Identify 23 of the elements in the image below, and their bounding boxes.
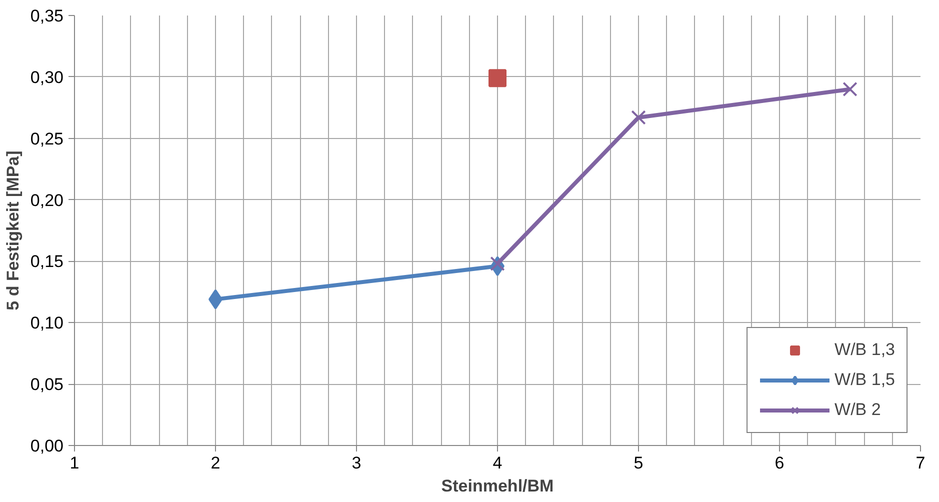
legend-label: W/B 2 xyxy=(834,400,881,420)
y-tick-label: 0,25 xyxy=(30,129,64,148)
legend-label: W/B 1,5 xyxy=(834,370,895,390)
y-tick-label: 0,35 xyxy=(30,6,64,26)
y-axis-title: 5 d Festigkeit [MPa] xyxy=(3,150,22,310)
x-tick-label: 3 xyxy=(352,454,362,472)
x-tick-label: 6 xyxy=(774,454,784,472)
x-tick-label: 7 xyxy=(916,454,926,472)
x-tick-label: 5 xyxy=(634,454,644,472)
y-tick-label: 0,00 xyxy=(30,436,64,456)
x-tick-label: 4 xyxy=(492,454,502,472)
y-tick-label: 0,30 xyxy=(30,68,64,87)
y-tick-label: 0,20 xyxy=(30,190,64,210)
y-tick-label: 0,15 xyxy=(30,252,64,272)
point xyxy=(631,110,646,125)
x-axis-title: Steinmehl/BM xyxy=(441,476,554,496)
y-tick-label: 0,05 xyxy=(30,375,64,394)
point xyxy=(488,69,506,88)
legend-label: W/B 1,3 xyxy=(834,340,895,360)
x-tick-label: 1 xyxy=(70,454,80,472)
y-tick-label: 0,10 xyxy=(30,314,64,333)
point xyxy=(842,82,858,97)
x-tick-label: 2 xyxy=(210,454,220,472)
